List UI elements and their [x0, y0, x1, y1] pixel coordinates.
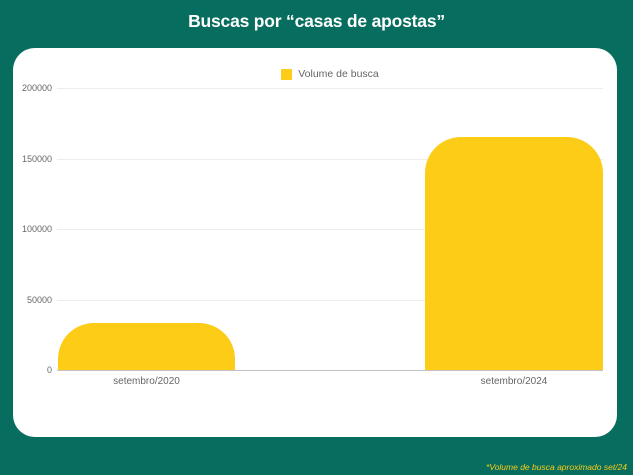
- bar-setembro-2020[interactable]: [58, 323, 235, 370]
- gridline-50000: [57, 300, 603, 301]
- y-tick-label: 100000: [21, 224, 52, 234]
- footnote: *Volume de busca aproximado set/24: [486, 462, 627, 472]
- y-tick-label: 50000: [26, 295, 52, 305]
- gridline-200000: [57, 88, 603, 89]
- y-tick-label: 0: [46, 365, 52, 375]
- x-axis-label: setembro/2020: [113, 376, 180, 387]
- chart-card: Volume de busca 0 50000 100000 150000 200000…: [13, 48, 617, 437]
- page-title: Buscas por “casas de apostas”: [188, 11, 445, 31]
- gridline-100000: [57, 229, 603, 230]
- bar-setembro-2024[interactable]: [425, 137, 603, 370]
- x-axis-label: setembro/2024: [480, 376, 548, 387]
- y-tick-label: 200000: [21, 83, 52, 93]
- legend-label: Volume de busca: [298, 68, 379, 80]
- x-axis-line: [57, 370, 603, 371]
- gridline-150000: [57, 159, 603, 160]
- legend-swatch-icon: [281, 68, 293, 80]
- legend-item-volume-de-busca[interactable]: Volume de busca: [57, 68, 603, 80]
- y-tick-label: 150000: [21, 154, 52, 164]
